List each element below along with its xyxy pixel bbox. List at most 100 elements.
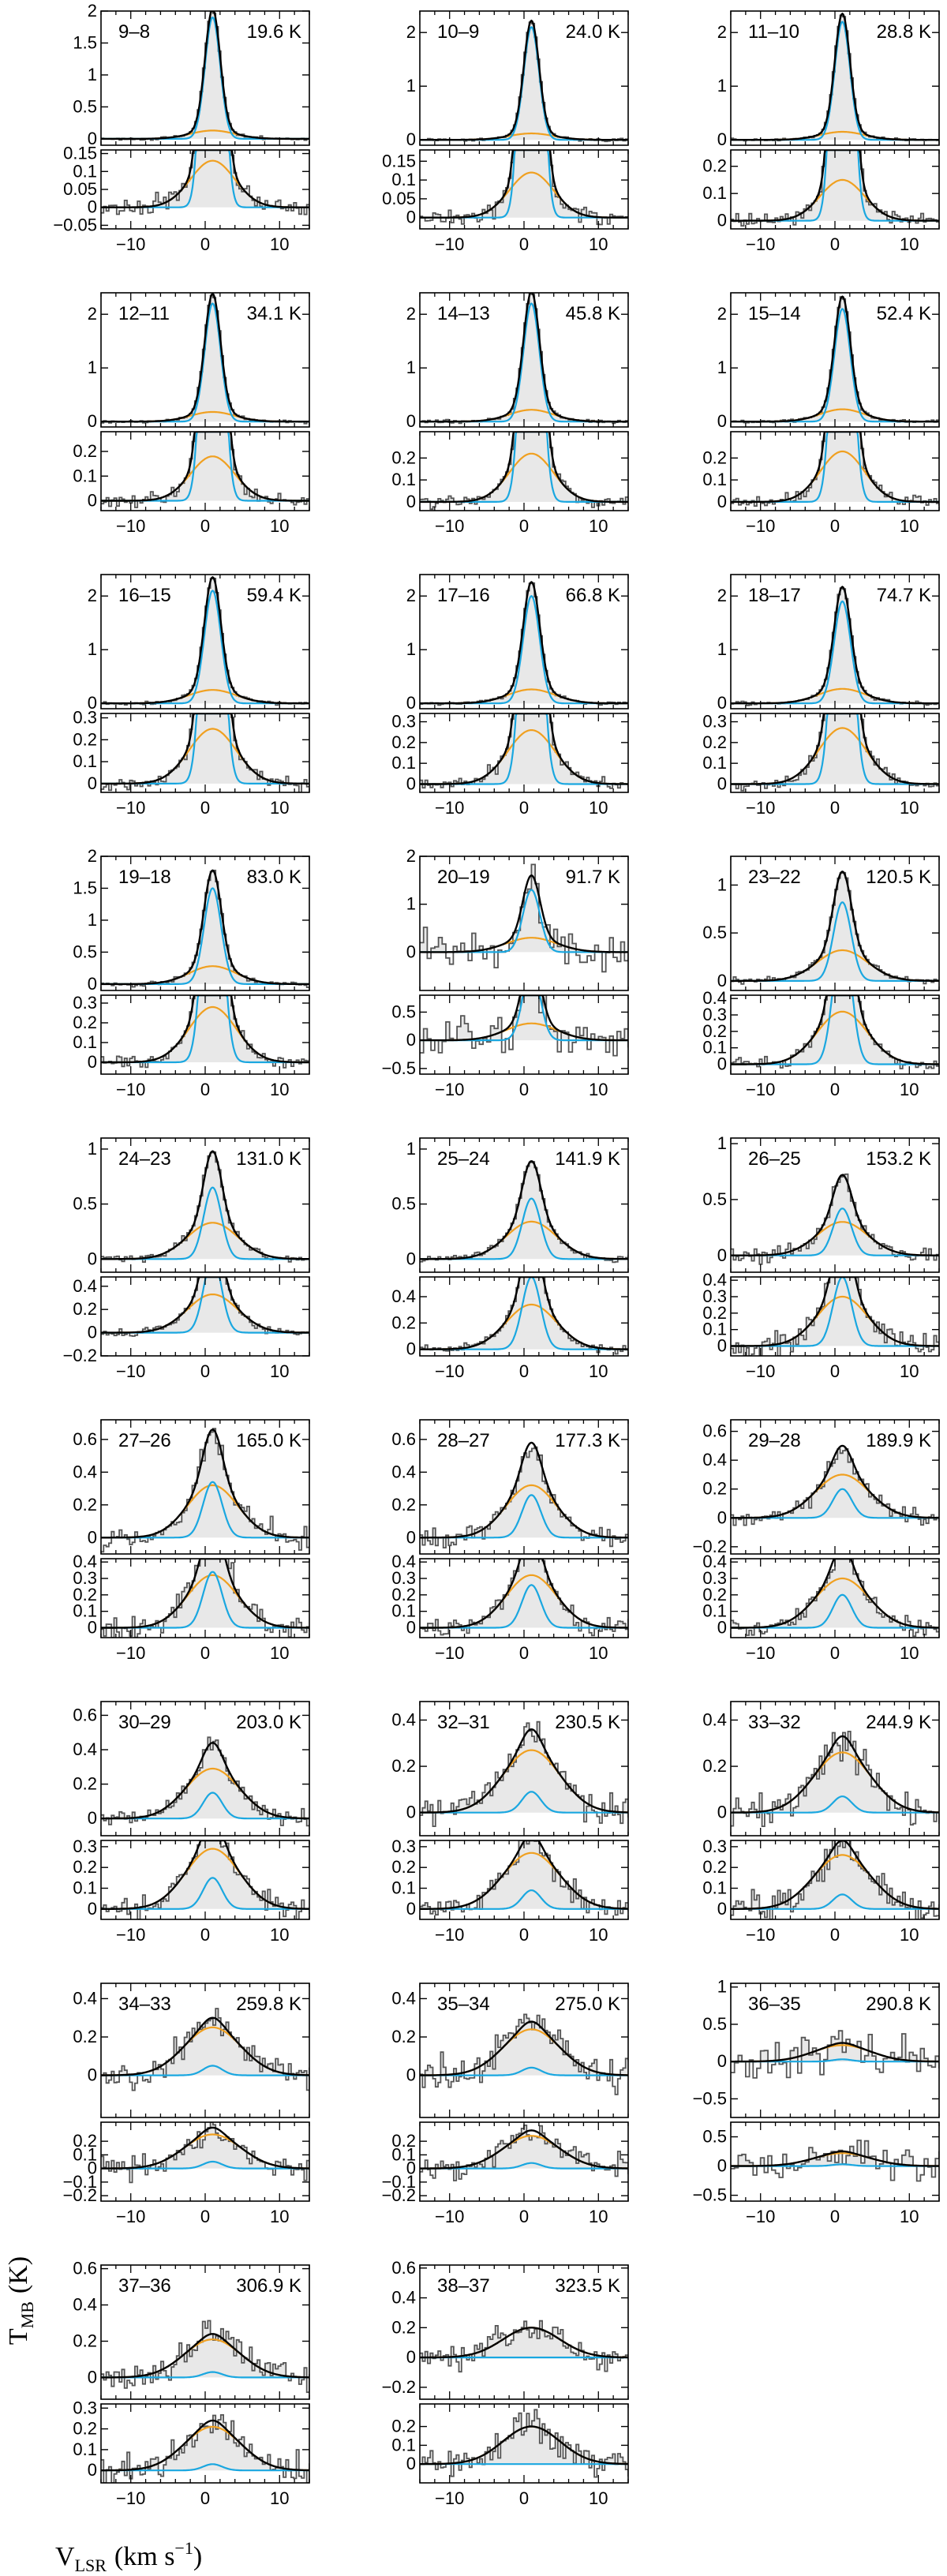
x-tick-label: 0 xyxy=(519,2207,529,2226)
x-tick-label: 10 xyxy=(270,1361,289,1381)
panel-top: 0 0.2 0.4 35–34 275.0 K xyxy=(391,1983,629,2118)
x-tick-label: 0 xyxy=(200,2207,210,2226)
y-tick-label: 0 xyxy=(406,2159,416,2178)
spectrum-fill xyxy=(101,432,309,501)
panel-top: 0 0.2 0.4 32–31 230.5 K xyxy=(391,1701,629,1837)
y-tick-label: 0.2 xyxy=(391,1857,416,1877)
y-tick-label: 1.5 xyxy=(73,878,97,897)
spectrum-panel: 0 1 2 14–13 45.8 K 0 0.1 0.2 −10 0 10 xyxy=(391,292,629,536)
y-tick-label: 0 xyxy=(406,1030,416,1050)
x-tick-label: −10 xyxy=(116,798,145,818)
x-tick-label: 0 xyxy=(519,1080,529,1099)
panel-bottom-zoom: −0.5 0 0.5 −10 0 10 xyxy=(693,2121,940,2226)
plot-area xyxy=(731,713,939,792)
spectrum-fill xyxy=(101,295,309,422)
plot-area xyxy=(101,2320,309,2394)
y-tick-label: 0.6 xyxy=(702,1421,727,1441)
observed-spectrum xyxy=(101,995,309,1069)
y-tick-label: 1 xyxy=(717,639,727,659)
plot-area xyxy=(731,995,939,1069)
panel-bottom-zoom: 00.10.20.3−10 0 10 xyxy=(391,712,629,818)
y-tick-label: −0.2 xyxy=(382,2185,416,2205)
total-fit xyxy=(101,1742,309,1820)
spectrum-fill xyxy=(731,150,939,221)
y-tick-label: 1 xyxy=(88,639,97,659)
total-fit xyxy=(101,293,309,423)
observed-spectrum xyxy=(101,1840,309,1919)
y-tick-label: 2 xyxy=(406,846,416,866)
total-fit xyxy=(731,432,939,504)
transition-label: 25–24 xyxy=(437,1148,490,1170)
temperature-label: 91.7 K xyxy=(566,867,620,888)
spectrum-fill xyxy=(101,11,309,139)
total-fit xyxy=(420,713,628,785)
y-tick-label: 0 xyxy=(406,2454,416,2473)
x-tick-label: 0 xyxy=(830,2207,840,2226)
transition-label: 12–11 xyxy=(118,303,170,324)
y-tick-label: 0 xyxy=(717,129,727,149)
x-tick-label: −10 xyxy=(116,1080,145,1099)
x-tick-label: −10 xyxy=(435,234,464,254)
observed-spectrum xyxy=(420,2409,628,2478)
y-tick-label: 0 xyxy=(717,411,727,431)
x-tick-label: 10 xyxy=(589,2488,608,2508)
x-tick-label: 0 xyxy=(830,234,840,254)
transition-label: 10–9 xyxy=(437,21,479,43)
y-tick-label: 0 xyxy=(406,1339,416,1359)
plot-area xyxy=(101,1277,309,1337)
y-tick-label: 1 xyxy=(406,639,416,659)
total-fit xyxy=(101,11,309,140)
panel-top: 0 1 2 11–10 28.8 K xyxy=(717,10,940,149)
y-tick-label: 0.1 xyxy=(73,1878,97,1898)
panel-top: 0 1 2 18–17 74.7 K xyxy=(717,574,940,713)
transition-label: 29–28 xyxy=(748,1430,801,1451)
y-tick-label: 0 xyxy=(406,1249,416,1268)
total-fit xyxy=(420,1559,628,1629)
panel-bottom-zoom: 00.10.20.30.4−10 0 10 xyxy=(73,1552,310,1663)
y-tick-label: 2 xyxy=(88,1,97,21)
y-tick-label: 0.4 xyxy=(391,1552,416,1571)
y-tick-label: 2 xyxy=(717,22,727,42)
y-tick-label: 0.4 xyxy=(73,1739,97,1759)
y-tick-label: 0 xyxy=(406,1527,416,1547)
y-tick-label: 2 xyxy=(88,586,97,605)
y-tick-label: 0.2 xyxy=(702,1303,727,1323)
plot-area xyxy=(101,11,309,141)
plot-area xyxy=(101,432,309,508)
y-tick-label: 0.05 xyxy=(63,179,97,199)
panel-bottom-zoom: 00.10.20.3−10 0 10 xyxy=(73,1837,310,1945)
y-tick-label: −0.5 xyxy=(693,2185,727,2205)
total-fit xyxy=(731,1559,939,1629)
y-tick-label: 0.1 xyxy=(73,466,97,485)
y-tick-label: 0 xyxy=(717,2051,727,2071)
y-axis-label-main: T xyxy=(4,2328,33,2345)
spectrum-fill xyxy=(101,1277,309,1333)
spectrum-panel: 0 1 2 11–10 28.8 K 0 0.1 0.2 −10 0 10 xyxy=(702,10,940,254)
x-tick-label: −10 xyxy=(746,1643,775,1663)
y-tick-label: 1 xyxy=(88,358,97,377)
x-tick-label: 0 xyxy=(200,1361,210,1381)
temperature-label: 141.9 K xyxy=(555,1148,620,1170)
total-fit xyxy=(420,293,628,423)
total-fit xyxy=(731,2150,939,2167)
y-tick-label: 0 xyxy=(88,1323,97,1342)
total-fit xyxy=(101,1150,309,1260)
panel-top: 0 1 2 16–15 59.4 K xyxy=(88,574,310,713)
x-tick-label: 10 xyxy=(270,516,289,536)
y-tick-label: 0 xyxy=(717,1507,727,1527)
y-tick-label: 0.2 xyxy=(702,156,727,176)
spectrum-fill xyxy=(101,995,309,1062)
plot-area xyxy=(101,1840,309,1919)
y-tick-label: 0.1 xyxy=(391,170,416,189)
y-tick-label: 0.5 xyxy=(73,942,97,961)
x-tick-label: 0 xyxy=(200,234,210,254)
y-tick-label: 0.1 xyxy=(702,183,727,203)
panel-top: −0.5 0 0.5 1 36–35 290.8 K xyxy=(693,1977,940,2118)
transition-label: 23–22 xyxy=(748,867,801,888)
x-tick-label: −10 xyxy=(435,516,464,536)
spectrum-fill xyxy=(101,713,309,784)
transition-label: 9–8 xyxy=(118,21,150,43)
y-tick-label: 0 xyxy=(717,1054,727,1074)
observed-spectrum xyxy=(101,1277,309,1337)
